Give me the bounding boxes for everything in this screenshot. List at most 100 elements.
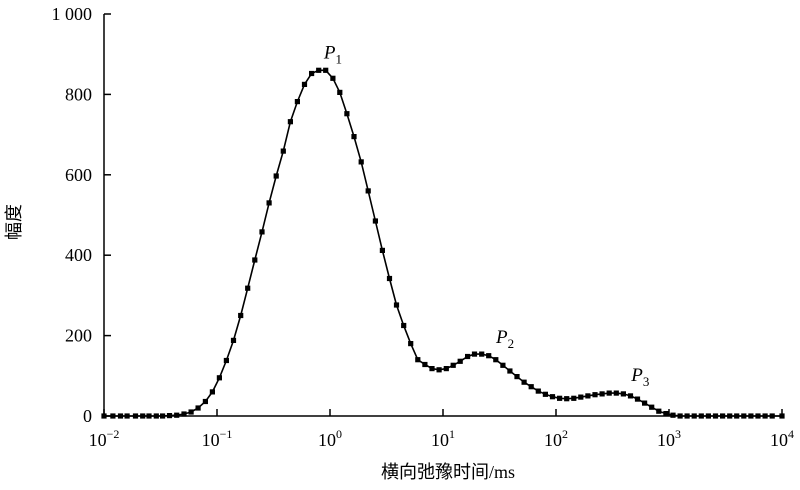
data-point xyxy=(705,413,711,419)
data-point xyxy=(230,337,237,343)
x-tick-label: 104 xyxy=(770,427,794,450)
x-tick-label: 102 xyxy=(544,427,568,450)
data-point xyxy=(216,375,222,381)
data-point xyxy=(422,361,428,368)
data-point xyxy=(642,400,648,406)
data-point xyxy=(592,392,598,398)
data-point xyxy=(649,404,655,410)
data-point xyxy=(779,413,785,419)
data-point xyxy=(344,111,350,117)
data-point xyxy=(450,362,456,368)
data-point xyxy=(457,358,463,364)
data-point xyxy=(507,368,513,374)
y-tick-label: 400 xyxy=(65,245,92,265)
data-point xyxy=(471,351,478,357)
data-point xyxy=(627,393,634,399)
data-point xyxy=(571,395,577,401)
data-point xyxy=(181,411,187,417)
data-point xyxy=(358,159,364,165)
data-point xyxy=(287,119,293,125)
data-point xyxy=(486,353,492,359)
data-point xyxy=(309,70,315,77)
data-point xyxy=(528,384,534,390)
x-tick-label: 10−1 xyxy=(202,427,233,450)
data-point xyxy=(606,390,612,396)
data-point xyxy=(124,413,130,419)
data-point xyxy=(316,67,322,73)
data-point xyxy=(351,134,357,140)
y-tick-label: 0 xyxy=(83,406,92,426)
data-point xyxy=(564,396,570,402)
data-point xyxy=(238,312,244,319)
data-point xyxy=(670,412,676,418)
x-tick-label: 10−2 xyxy=(89,427,120,450)
y-tick-label: 800 xyxy=(65,84,92,104)
data-point xyxy=(500,362,506,368)
x-axis-title: 横向弛豫时间/ms xyxy=(381,462,515,482)
data-point xyxy=(634,396,641,402)
y-tick-label: 200 xyxy=(65,326,92,346)
data-point xyxy=(677,413,683,419)
data-point xyxy=(542,391,548,397)
data-point xyxy=(599,391,605,397)
data-point xyxy=(443,366,449,372)
data-point xyxy=(386,275,393,282)
data-point xyxy=(153,413,159,419)
series-line xyxy=(104,69,782,417)
data-point xyxy=(535,388,541,394)
data-point xyxy=(330,75,336,81)
data-point xyxy=(769,413,775,419)
annotations: P1 P2 P3 xyxy=(323,42,649,389)
data-point xyxy=(684,413,690,419)
ticks: 0 200 400 600 800 1 000 10−2 10−1 100 101 102 103 10… xyxy=(52,4,795,450)
data-point xyxy=(266,200,272,206)
data-point xyxy=(663,411,669,417)
data-point xyxy=(195,405,201,411)
data-point xyxy=(748,413,754,419)
data-point xyxy=(549,394,556,400)
data-point xyxy=(379,247,385,253)
data-point xyxy=(110,413,116,419)
data-point xyxy=(245,285,251,291)
data-point xyxy=(393,302,400,308)
data-point xyxy=(720,413,726,419)
data-point xyxy=(146,413,152,419)
x-tick-label: 103 xyxy=(657,427,681,450)
data-point xyxy=(132,413,139,419)
data-point xyxy=(280,148,286,154)
y-axis-title: 幅度 xyxy=(4,204,24,240)
data-point xyxy=(762,413,768,419)
data-point xyxy=(578,394,584,400)
data-point xyxy=(514,374,520,380)
y-tick-label: 1 000 xyxy=(52,4,93,24)
x-tick-label: 101 xyxy=(431,427,455,450)
data-point xyxy=(259,229,265,235)
data-point xyxy=(160,413,166,419)
data-point xyxy=(557,395,563,401)
data-point xyxy=(656,408,662,414)
data-point xyxy=(188,409,194,415)
data-point xyxy=(273,173,279,179)
data-point xyxy=(698,413,704,419)
data-point xyxy=(140,413,146,419)
data-point xyxy=(493,357,499,363)
data-point xyxy=(101,413,107,419)
data-point xyxy=(734,413,740,419)
y-tick-label: 600 xyxy=(65,165,92,185)
data-point xyxy=(365,188,371,194)
data-point xyxy=(585,393,591,399)
data-point xyxy=(166,413,173,419)
data-point xyxy=(727,413,733,419)
data-point xyxy=(372,218,378,224)
data-point xyxy=(294,99,300,105)
x-tick-label: 100 xyxy=(318,427,342,450)
series xyxy=(101,67,785,419)
data-point xyxy=(436,367,442,373)
data-point xyxy=(741,413,747,419)
data-point xyxy=(465,353,471,360)
data-point xyxy=(117,413,124,419)
data-point xyxy=(755,413,761,419)
data-point xyxy=(429,366,435,372)
data-point xyxy=(223,357,229,364)
